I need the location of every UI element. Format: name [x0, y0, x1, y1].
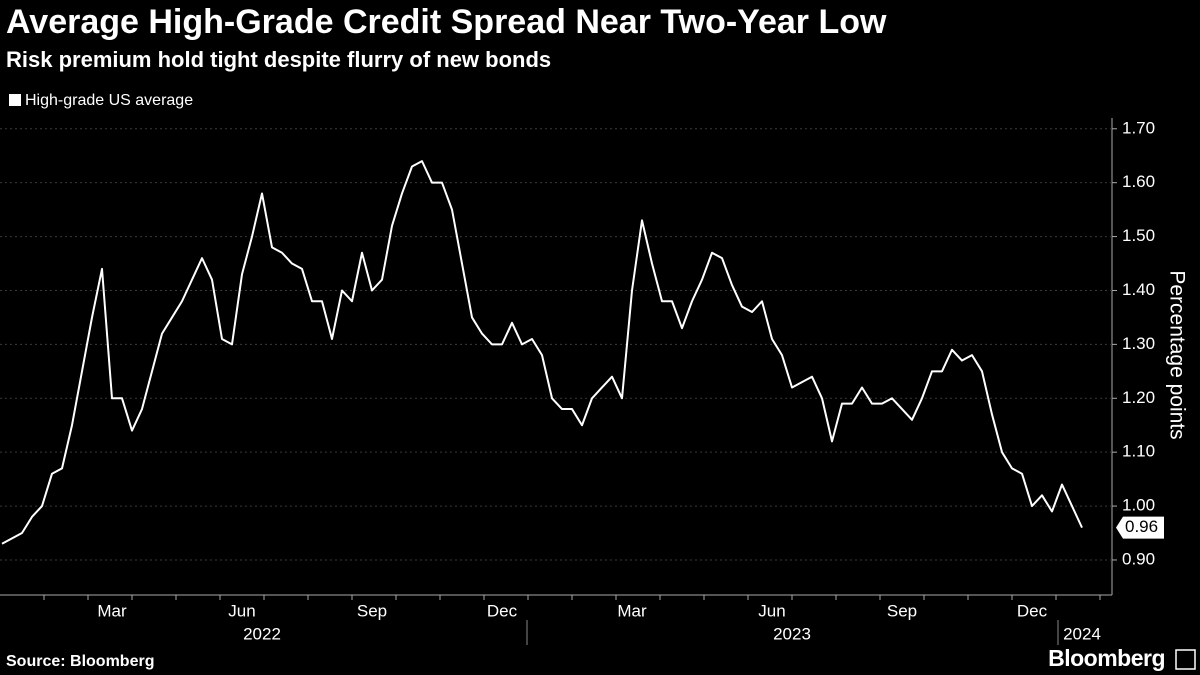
y-axis-label: Percentage points [1165, 270, 1188, 439]
last-value-box [1116, 516, 1164, 539]
legend-label: High-grade US average [25, 92, 193, 109]
logo: Bloomberg [1048, 645, 1165, 671]
last-value-label: 0.96 [1125, 517, 1158, 536]
year-label: 2022 [243, 624, 281, 643]
line [1, 160, 1083, 545]
x-tick-label: Jun [228, 601, 255, 620]
year-label: 2024 [1063, 624, 1101, 643]
x-tick-label: Jun [758, 601, 785, 620]
x-tick-label: Dec [487, 601, 518, 620]
y-tick-label: 1.60 [1122, 172, 1155, 191]
y-tick-label: 1.20 [1122, 388, 1155, 407]
y-tick-label: 1.70 [1122, 118, 1155, 137]
legend-swatch [9, 94, 21, 106]
y-tick-label: 0.90 [1122, 549, 1155, 568]
chart-title: Average High-Grade Credit Spread Near Tw… [6, 3, 887, 41]
x-tick-label: Mar [617, 601, 647, 620]
x-tick-label: Sep [887, 601, 917, 620]
year-label: 2023 [773, 624, 811, 643]
x-tick-label: Mar [97, 601, 127, 620]
source: Source: Bloomberg [6, 653, 154, 670]
y-tick-label: 1.40 [1122, 280, 1155, 299]
y-tick-label: 1.10 [1122, 442, 1155, 461]
x-tick-label: Dec [1017, 601, 1048, 620]
x-tick-label: Sep [357, 601, 387, 620]
chart-subtitle: Risk premium hold tight despite flurry o… [6, 47, 551, 72]
logo-icon [1175, 649, 1196, 670]
y-tick-label: 1.50 [1122, 226, 1155, 245]
y-tick-label: 1.30 [1122, 334, 1155, 353]
y-tick-label: 1.00 [1122, 496, 1155, 515]
